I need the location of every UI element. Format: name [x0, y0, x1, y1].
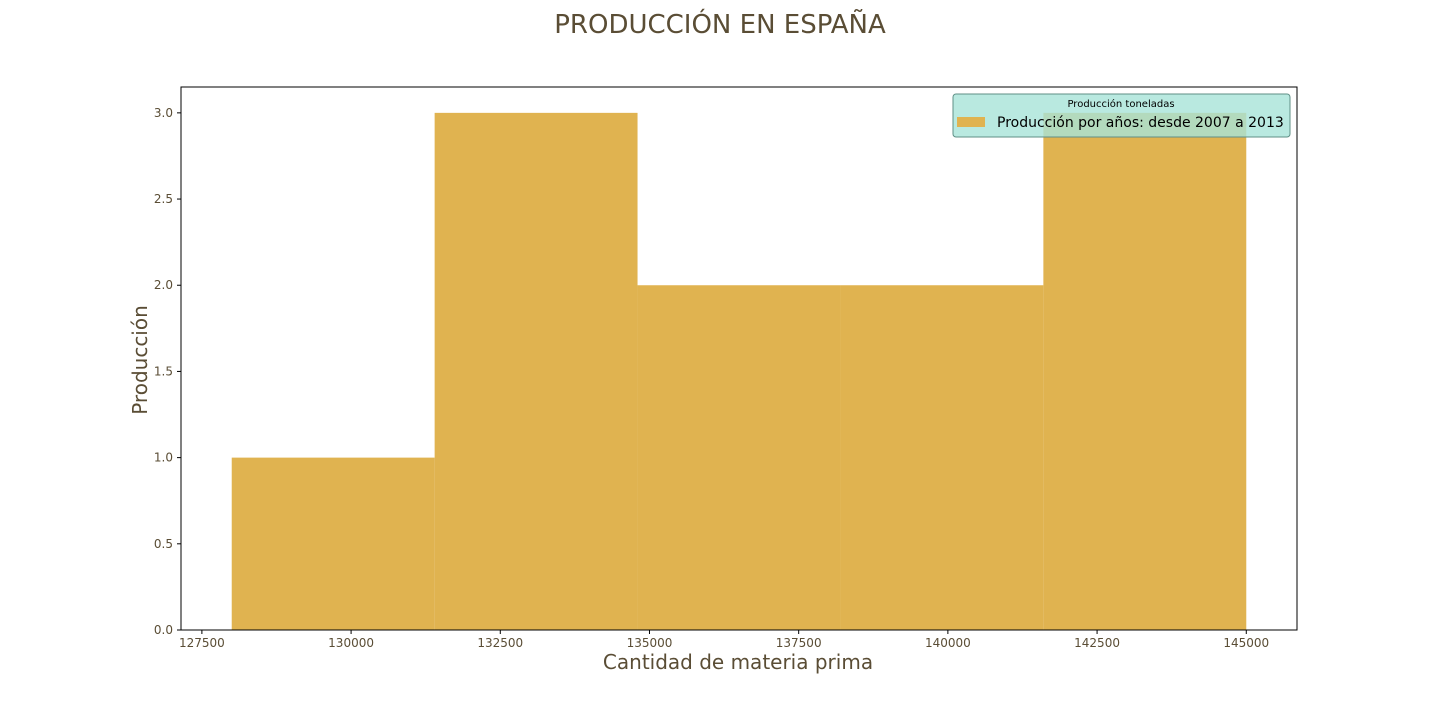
y-tick-label: 3.0 [154, 106, 173, 120]
histogram-bar [840, 285, 1044, 630]
x-tick-label: 135000 [627, 636, 673, 650]
legend-swatch [957, 117, 985, 127]
x-tick-label: 130000 [328, 636, 374, 650]
x-tick-label: 132500 [477, 636, 523, 650]
legend-title: Producción toneladas [1067, 98, 1174, 110]
legend: Producción toneladas Producción por años… [952, 93, 1291, 138]
x-tick-label: 137500 [776, 636, 822, 650]
y-tick-label: 1.0 [154, 451, 173, 465]
x-axis-label: Cantidad de materia prima [603, 650, 873, 674]
bars-layer [231, 112, 1247, 631]
histogram-bar [434, 112, 638, 631]
y-tick-label: 0.0 [154, 623, 173, 637]
y-axis-label: Producción [128, 305, 152, 415]
y-tick-label: 1.5 [154, 364, 173, 378]
histogram-bar [1043, 112, 1247, 631]
chart-title: PRODUCCIÓN EN ESPAÑA [554, 8, 886, 40]
x-tick-label: 140000 [925, 636, 971, 650]
y-tick-label: 2.0 [154, 278, 173, 292]
y-axis: 0.0 0.5 1.0 1.5 2.0 2.5 3.0 [154, 106, 181, 637]
x-axis: 127500 130000 132500 135000 137500 140000 1425… [179, 630, 1269, 650]
legend-series-label: Producción por años: desde 2007 a 2013 [997, 115, 1284, 131]
x-tick-label: 145000 [1223, 636, 1269, 650]
legend-box [952, 93, 1291, 138]
histogram-bar [637, 285, 841, 630]
histogram-bar [231, 457, 435, 630]
x-tick-label: 127500 [179, 636, 225, 650]
x-tick-label: 142500 [1074, 636, 1120, 650]
plot-frame [180, 86, 1298, 631]
y-tick-label: 0.5 [154, 537, 173, 551]
y-tick-label: 2.5 [154, 192, 173, 206]
